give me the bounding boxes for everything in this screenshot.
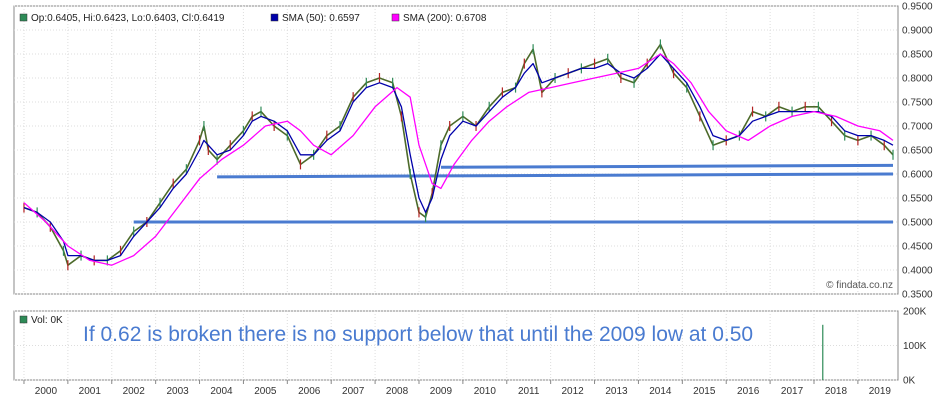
y-tick-label: 0.7500 — [902, 98, 933, 109]
x-tick-label: 2001 — [79, 386, 102, 397]
sma200-line — [23, 53, 894, 266]
x-tick-label: 2017 — [781, 386, 804, 397]
y-tick-label: 0.8000 — [902, 74, 933, 85]
x-tick-label: 2005 — [254, 386, 277, 397]
support-line — [440, 163, 894, 169]
y-tick-label: 0.9000 — [902, 26, 933, 37]
x-tick-label: 2011 — [518, 386, 540, 397]
y-tick-label: 0.4500 — [902, 242, 933, 253]
x-tick-label: 2004 — [210, 386, 233, 397]
legend-sma200-text: SMA (200): 0.6708 — [403, 13, 487, 24]
y-tick-label: 0.3500 — [902, 290, 933, 301]
y-tick-label: 0.5000 — [902, 218, 933, 229]
main-legend: Op:0.6405, Hi:0.6423, Lo:0.6403, Cl:0.64… — [19, 13, 487, 24]
volume-bars — [822, 324, 824, 380]
main-y-axis: 0.9500 0.9000 0.8500 0.8000 0.7500 0.7000 0.65… — [902, 2, 933, 301]
volume-panel: 200K 100K 0K Vol: 0K If 0.62 is broken the… — [13, 307, 927, 387]
y-tick-label: 0.7000 — [902, 122, 933, 133]
legend-ohlc-marker — [19, 13, 28, 22]
support-line — [217, 172, 894, 179]
x-axis: 2000 2001 2002 2003 2004 2005 2006 2007 2008 2009… — [23, 380, 892, 397]
x-tick-label: 2008 — [386, 386, 409, 397]
x-tick-label: 2006 — [298, 386, 321, 397]
credit-text: © findata.co.nz — [826, 280, 893, 291]
x-tick-label: 2014 — [649, 386, 672, 397]
volume-bar — [822, 324, 824, 380]
y-tick-label: 0.8500 — [902, 50, 933, 61]
x-tick-label: 2015 — [693, 386, 716, 397]
legend-ohlc-text: Op:0.6405, Hi:0.6423, Lo:0.6403, Cl:0.64… — [31, 13, 225, 24]
x-tick-label: 2002 — [123, 386, 146, 397]
x-tick-label: 2013 — [605, 386, 628, 397]
legend-sma50-marker — [270, 13, 279, 22]
y-tick-label: 0.5500 — [902, 194, 933, 205]
y-tick-label: 0.9500 — [902, 2, 933, 13]
volume-tick-label: 200K — [903, 307, 927, 318]
volume-tick-label: 0K — [903, 376, 916, 387]
x-tick-label: 2012 — [561, 386, 584, 397]
x-tick-label: 2007 — [342, 386, 365, 397]
legend-sma50-text: SMA (50): 0.6597 — [282, 13, 360, 24]
volume-gridlines — [14, 310, 898, 381]
main-gridlines — [14, 5, 898, 295]
volume-tick-label: 100K — [903, 341, 927, 352]
x-tick-label: 2003 — [166, 386, 189, 397]
y-tick-label: 0.4000 — [902, 266, 933, 277]
x-tick-label: 2010 — [474, 386, 497, 397]
x-tick-label: 2009 — [430, 386, 453, 397]
y-tick-label: 0.6500 — [902, 146, 933, 157]
legend-volume-text: Vol: 0K — [31, 315, 63, 326]
support-lines — [133, 163, 894, 224]
volume-y-axis: 200K 100K 0K — [903, 307, 927, 387]
annotation-text: If 0.62 is broken there is no support be… — [83, 323, 753, 346]
x-tick-label: 2016 — [737, 386, 760, 397]
x-tick-label: 2018 — [825, 386, 848, 397]
y-tick-label: 0.6000 — [902, 170, 933, 181]
main-price-panel: 0.9500 0.9000 0.8500 0.8000 0.7500 0.7000 0.65… — [13, 2, 933, 301]
x-tick-label: 2000 — [35, 386, 58, 397]
series-layer — [23, 39, 894, 271]
legend-sma200-marker — [391, 13, 400, 22]
sma50-line — [23, 53, 894, 262]
x-tick-label: 2019 — [869, 386, 892, 397]
legend-volume-marker — [19, 315, 28, 324]
